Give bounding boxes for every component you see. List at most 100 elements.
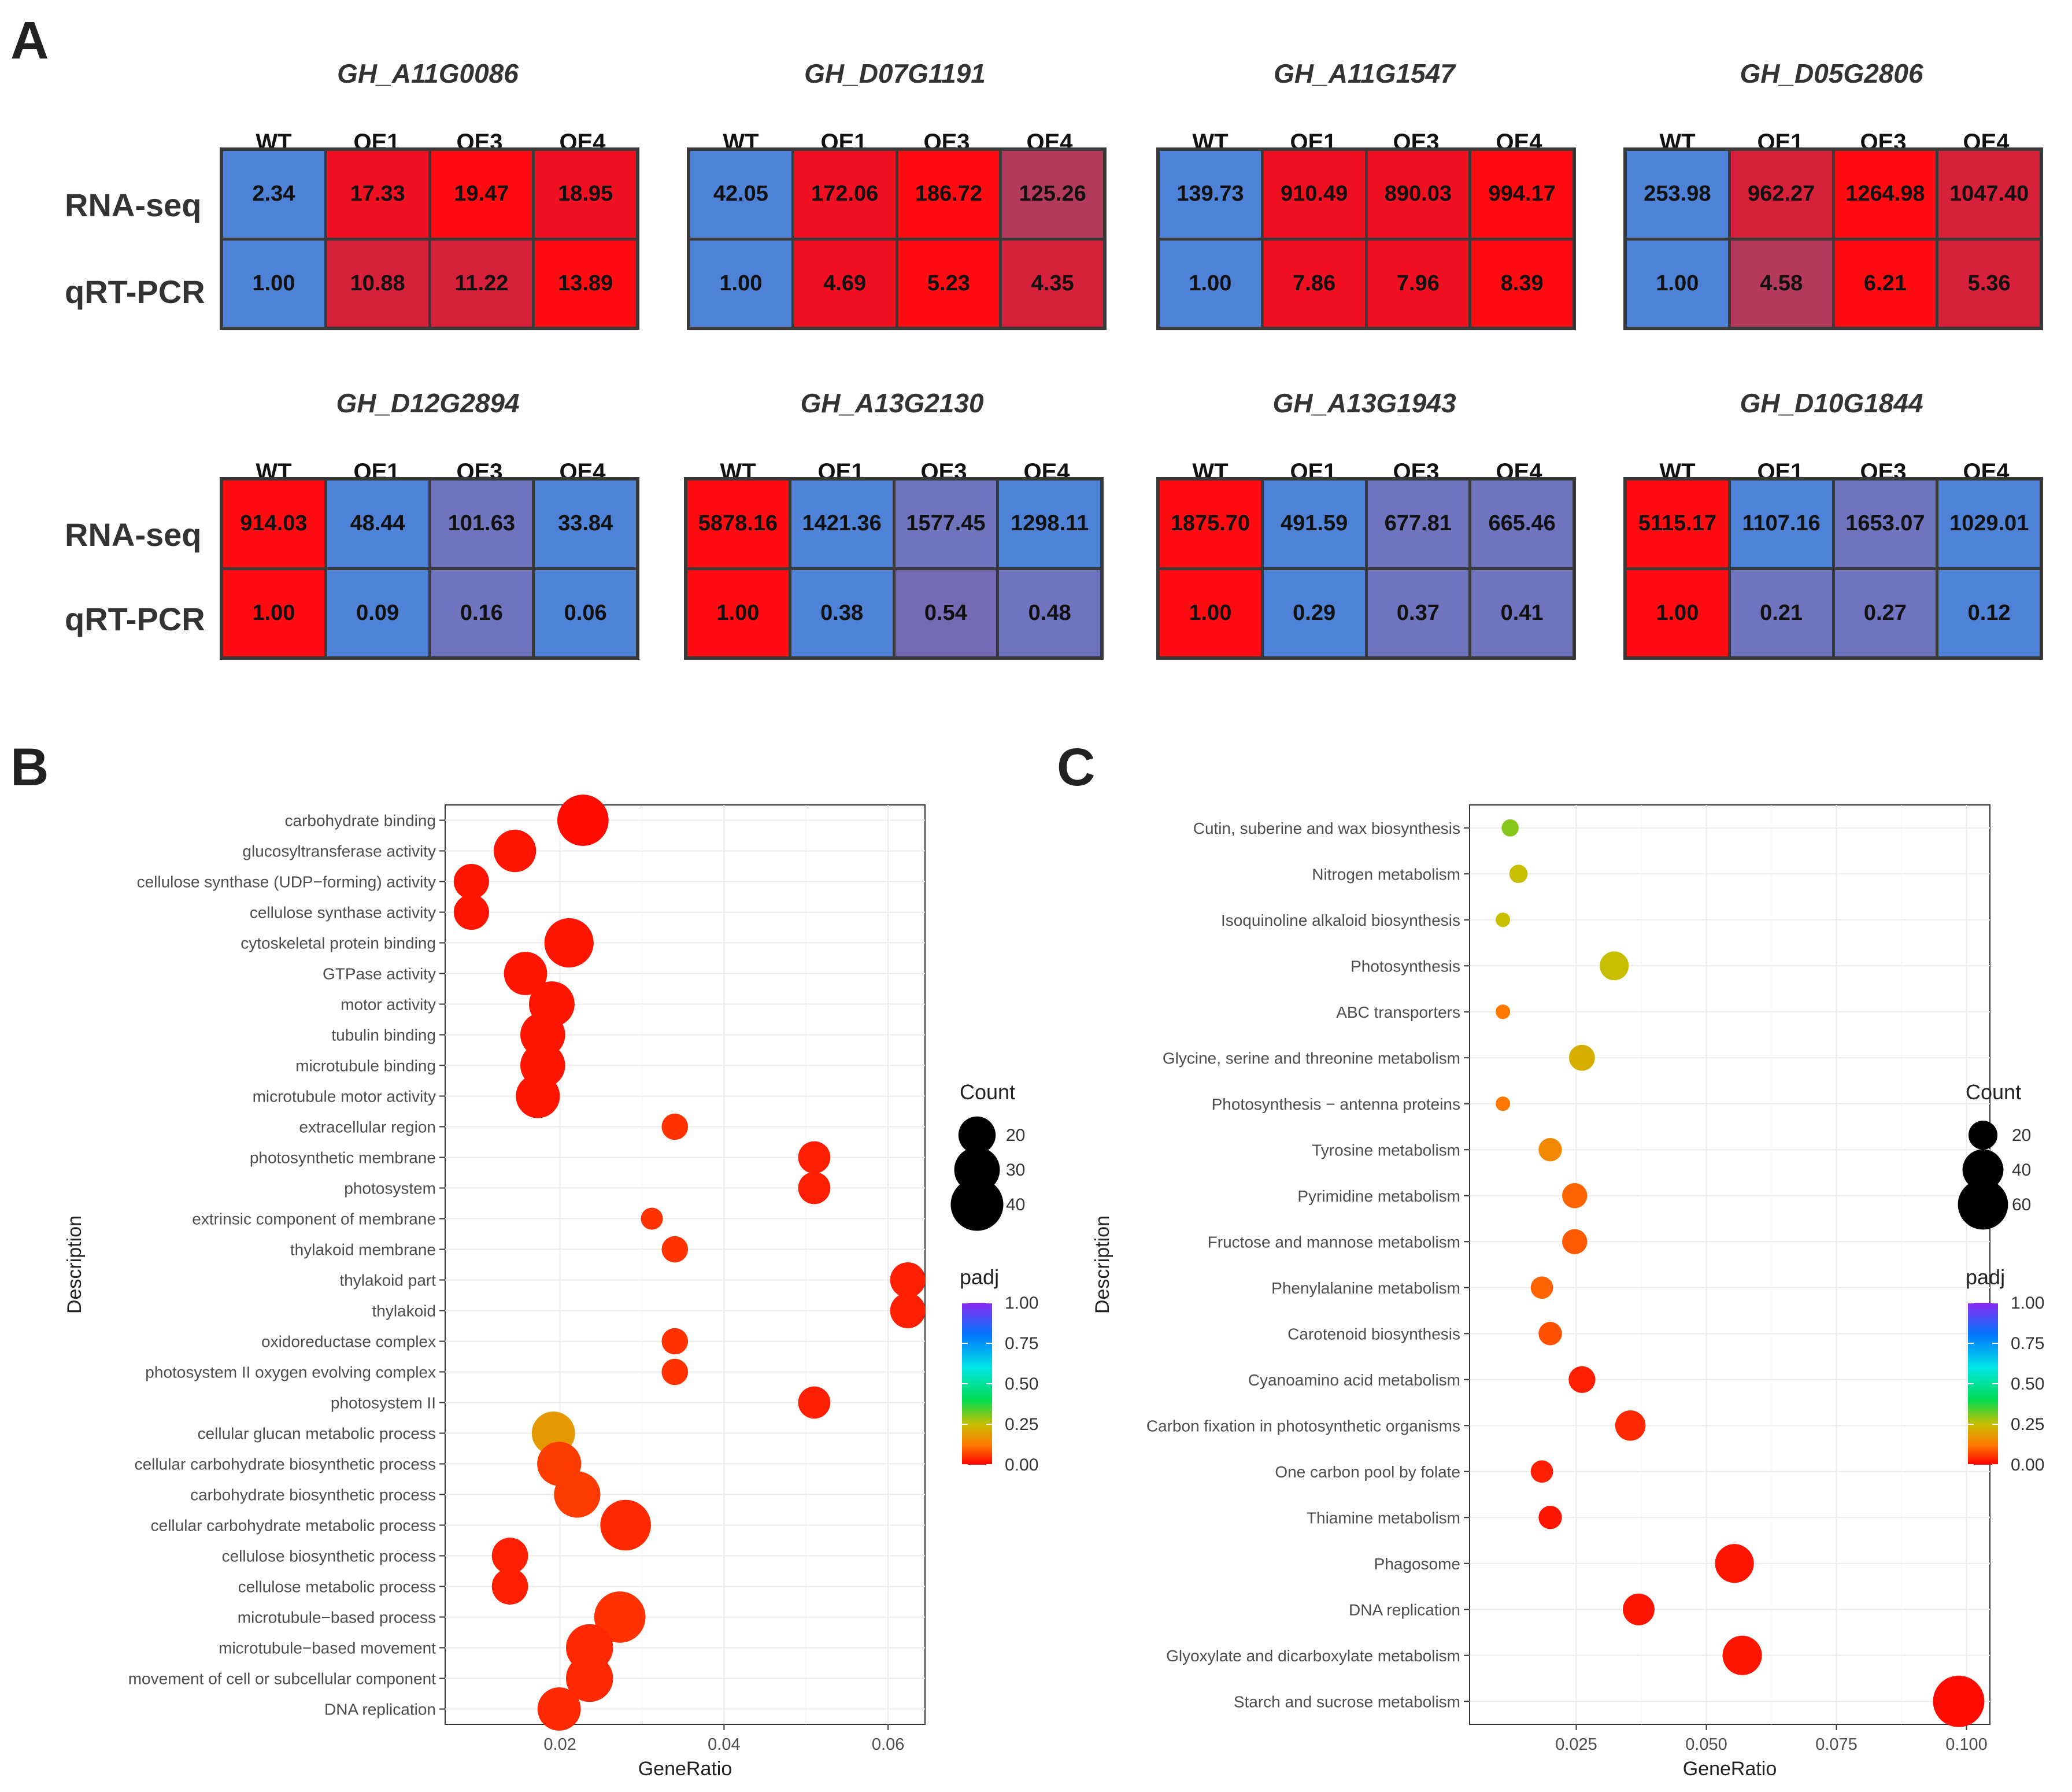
- gene-title: GH_D10G1844: [1740, 388, 1923, 418]
- data-point: [1615, 1410, 1646, 1441]
- legend-size-label: 20: [1006, 1126, 1025, 1145]
- legend-size-dot: [1962, 1149, 2004, 1191]
- y-tick-label: microtubule−based movement: [219, 1639, 436, 1657]
- heatmap-grid: 1875.70 491.59 677.81 665.46 1.00 0.29 0.37 0.4…: [1156, 477, 1576, 660]
- heatmap-2: GH_A11G1547 WT OE1 OE3 OE4 139.73 910.49 890.03…: [1156, 58, 1576, 330]
- data-point: [1496, 1096, 1511, 1111]
- heatmap-cell-rna-oe3: 890.03: [1367, 151, 1469, 238]
- legend-color-label: 0.50: [1005, 1375, 1038, 1394]
- legend-color-label: 0.25: [1005, 1415, 1038, 1434]
- y-tick-label: microtubule−based process: [238, 1609, 436, 1627]
- heatmap-cell-rna-oe1: 17.33: [327, 151, 428, 238]
- legend-title-count: Count: [1966, 1080, 2021, 1104]
- gene-title: GH_A13G2130: [800, 388, 984, 418]
- legend-title-padj: padj: [1966, 1265, 2005, 1289]
- heatmap-cell-rna-oe1: 1421.36: [791, 481, 893, 567]
- heatmap-cell-rna-oe3: 186.72: [898, 151, 1000, 238]
- data-point: [661, 1328, 689, 1355]
- heatmap-cell-qpcr-oe1: 4.58: [1730, 240, 1832, 327]
- x-axis-title: GeneRatio: [1683, 1758, 1777, 1780]
- heatmap-cell-rna-oe3: 19.47: [431, 151, 532, 238]
- gene-title: GH_A13G1943: [1272, 388, 1456, 418]
- y-tick-label: carbohydrate biosynthetic process: [190, 1486, 436, 1504]
- y-tick-label: thylakoid: [372, 1302, 436, 1320]
- x-tick-label: 0.02: [543, 1735, 576, 1754]
- y-tick-label: thylakoid part: [339, 1272, 436, 1289]
- heatmap-cell-rna-oe3: 1653.07: [1834, 481, 1936, 567]
- heatmap-cell-qpcr-oe1: 7.86: [1263, 240, 1365, 327]
- y-tick-label: photosynthetic membrane: [250, 1149, 436, 1167]
- x-tick-label: 0.100: [1945, 1735, 1988, 1754]
- data-point: [565, 1654, 613, 1702]
- data-point: [661, 1236, 689, 1263]
- heatmap-cell-rna-wt: 914.03: [223, 481, 324, 567]
- y-tick-label: motor activity: [341, 996, 436, 1014]
- y-tick-label: Carbon fixation in photosynthetic organi…: [1146, 1417, 1460, 1435]
- heatmap-cell-qpcr-oe3: 0.16: [431, 570, 532, 656]
- data-point: [1623, 1593, 1655, 1625]
- heatmap-grid: 253.98 962.27 1264.98 1047.40 1.00 4.58 6.21 5.…: [1623, 147, 2043, 330]
- heatmap-cell-rna-oe1: 1107.16: [1730, 481, 1832, 567]
- heatmap-grid: 42.05 172.06 186.72 125.26 1.00 4.69 5.23 4.35: [687, 147, 1107, 330]
- y-tick-label: Tyrosine metabolism: [1312, 1141, 1460, 1159]
- heatmap-cell-qpcr-oe1: 0.38: [791, 570, 893, 656]
- data-point: [516, 1074, 560, 1118]
- heatmap-cell-rna-wt: 5115.17: [1627, 481, 1728, 567]
- y-tick-label: Photosynthesis: [1350, 957, 1460, 975]
- heatmap-cell-qpcr-wt: 1.00: [690, 240, 791, 327]
- heatmap-cell-rna-oe4: 994.17: [1471, 151, 1572, 238]
- heatmap-cell-rna-oe4: 18.95: [535, 151, 636, 238]
- panel-label-c: C: [1057, 738, 1096, 797]
- data-point: [1722, 1635, 1762, 1675]
- legend-title-count: Count: [960, 1080, 1015, 1104]
- y-tick-label: Pyrimidine metabolism: [1297, 1187, 1460, 1205]
- gene-title: GH_D07G1191: [804, 58, 986, 88]
- row-label-rnaseq-top: RNA-seq: [65, 187, 202, 223]
- y-tick-label: cellulose synthase activity: [250, 904, 436, 922]
- data-point: [1530, 1276, 1553, 1299]
- data-point: [491, 1538, 528, 1574]
- go-enrichment-dotplot: 0.02 0.04 0.06 carbohydrate binding glucosyl…: [64, 795, 1038, 1780]
- data-point: [557, 795, 609, 846]
- y-tick-label: extrinsic component of membrane: [192, 1210, 436, 1228]
- heatmap-grid: 2.34 17.33 19.47 18.95 1.00 10.88 11.22 13.89: [220, 147, 639, 330]
- data-point: [1496, 1004, 1511, 1019]
- heatmap-cell-qpcr-oe1: 0.09: [327, 570, 428, 656]
- heatmap-cell-rna-oe1: 491.59: [1263, 481, 1365, 567]
- data-point: [1538, 1138, 1562, 1162]
- legend-size-label: 40: [2012, 1161, 2031, 1180]
- legend-size-label: 30: [1006, 1161, 1025, 1180]
- data-point: [1530, 1460, 1553, 1483]
- y-tick-label: One carbon pool by folate: [1275, 1463, 1460, 1481]
- y-tick-label: cytoskeletal protein binding: [240, 934, 436, 952]
- y-tick-label: Photosynthesis − antenna proteins: [1212, 1095, 1460, 1113]
- gene-title: GH_A11G1547: [1274, 58, 1455, 88]
- y-tick-label: DNA replication: [324, 1701, 436, 1719]
- y-tick-label: extracellular region: [299, 1118, 436, 1136]
- legend-color-label: 1.00: [2011, 1294, 2044, 1313]
- data-point: [544, 918, 594, 968]
- legend-size-dot: [958, 1116, 996, 1154]
- row-label-qrtpcr-top: qRT-PCR: [65, 274, 205, 310]
- heatmap-cell-rna-oe4: 1298.11: [999, 481, 1100, 567]
- heatmap-cell-rna-oe1: 172.06: [794, 151, 896, 238]
- heatmap-cell-qpcr-oe4: 0.06: [535, 570, 636, 656]
- heatmap-cell-rna-oe3: 677.81: [1367, 481, 1469, 567]
- y-tick-label: movement of cell or subcellular componen…: [128, 1670, 436, 1688]
- data-point: [798, 1386, 831, 1419]
- heatmap-cell-qpcr-oe4: 0.12: [1938, 570, 2040, 656]
- heatmap-cell-qpcr-wt: 1.00: [1627, 570, 1728, 656]
- y-tick-label: microtubule binding: [295, 1057, 436, 1075]
- heatmap-0: GH_A11G0086 WT OE1 OE3 OE4 2.34 17.33 19.47 18.9…: [220, 58, 639, 330]
- data-point: [491, 1568, 528, 1605]
- heatmap-cell-rna-wt: 2.34: [223, 151, 324, 238]
- data-point: [1496, 912, 1511, 928]
- data-point: [537, 1687, 581, 1731]
- heatmap-cell-rna-wt: 139.73: [1160, 151, 1261, 238]
- heatmap-cell-rna-wt: 253.98: [1627, 151, 1728, 238]
- legend-color-label: 0.50: [2011, 1375, 2044, 1394]
- y-tick-label: ABC transporters: [1336, 1003, 1460, 1021]
- heatmap-grid: 5878.16 1421.36 1577.45 1298.11 1.00 0.38 0.54…: [684, 477, 1104, 660]
- y-tick-label: Thiamine metabolism: [1307, 1509, 1460, 1527]
- heatmap-cell-rna-oe4: 125.26: [1002, 151, 1103, 238]
